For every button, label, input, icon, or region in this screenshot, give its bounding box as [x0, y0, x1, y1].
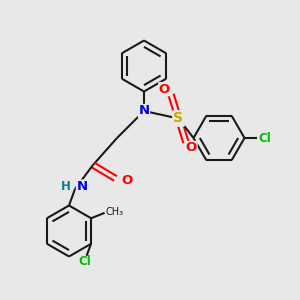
Text: H: H	[61, 180, 70, 193]
Text: N: N	[138, 104, 150, 118]
Text: O: O	[121, 173, 132, 187]
Text: Cl: Cl	[79, 255, 92, 268]
Text: Cl: Cl	[258, 131, 271, 145]
Text: CH₃: CH₃	[106, 207, 124, 217]
Text: N: N	[76, 180, 88, 193]
Text: O: O	[159, 82, 170, 96]
Text: S: S	[173, 112, 184, 125]
Text: O: O	[186, 141, 197, 154]
